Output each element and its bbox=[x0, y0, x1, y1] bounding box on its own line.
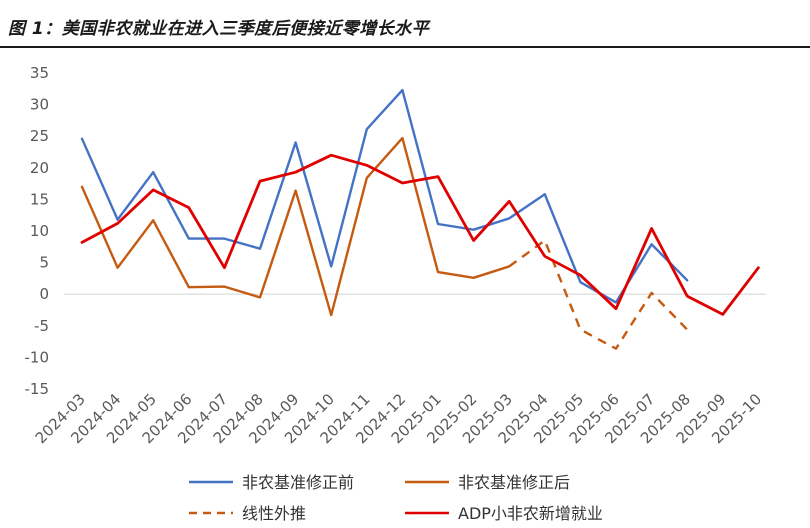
y-tick-label: 35 bbox=[30, 64, 49, 82]
y-tick-label: -5 bbox=[34, 317, 49, 335]
y-tick-label: 15 bbox=[30, 190, 49, 208]
legend-label: 线性外推 bbox=[242, 504, 306, 523]
y-tick-label: 20 bbox=[30, 159, 49, 177]
legend-label: 非农基准修正前 bbox=[242, 473, 354, 492]
y-tick-label: 5 bbox=[39, 254, 49, 272]
series-line bbox=[80, 153, 760, 316]
y-tick-label: 10 bbox=[30, 222, 49, 240]
y-tick-label: -10 bbox=[25, 348, 50, 366]
y-tick-label: 25 bbox=[30, 127, 49, 145]
y-tick-label: 30 bbox=[30, 96, 49, 114]
y-axis-ticks: 35 30 25 20 15 10 5 0 -5 -10 -15 bbox=[25, 64, 50, 398]
series-lines bbox=[80, 88, 760, 350]
y-tick-label: -15 bbox=[25, 380, 50, 398]
x-axis-ticks: 2024-032024-042024-052024-062024-072024-… bbox=[32, 390, 765, 447]
series-line bbox=[80, 136, 511, 317]
series-line bbox=[80, 88, 689, 304]
legend-label: ADP小非农新增就业 bbox=[458, 504, 603, 523]
y-tick-label: 0 bbox=[39, 285, 49, 303]
chart-title: 图 1：美国非农就业在进入三季度后便接近零增长水平 bbox=[8, 19, 430, 39]
title-rule bbox=[0, 46, 810, 48]
legend-label: 非农基准修正后 bbox=[458, 473, 570, 492]
